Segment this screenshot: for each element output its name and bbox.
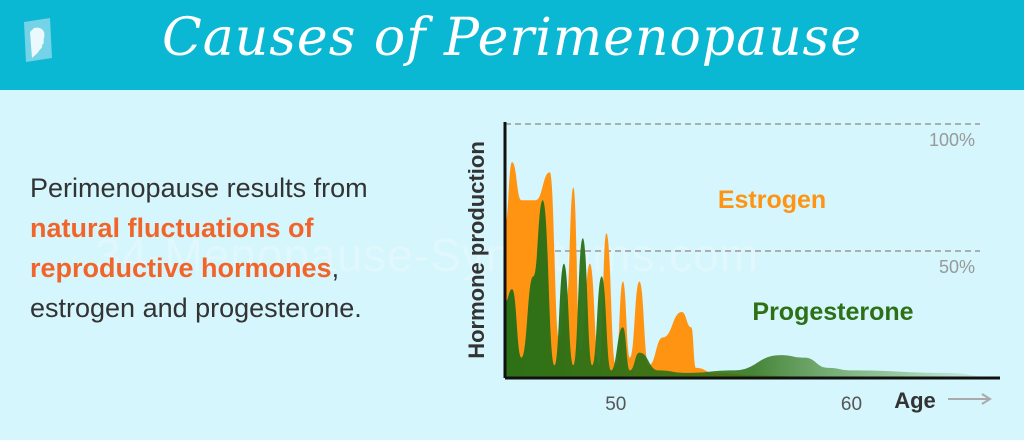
- reference-label-100: 100%: [929, 130, 975, 150]
- series-area-progesterone: [505, 200, 1000, 378]
- x-tick-label-50: 50: [605, 394, 626, 415]
- arrow-right-icon: [948, 393, 992, 405]
- description-highlight-line-1: natural fluctuations of: [30, 213, 314, 243]
- series-labels: Estrogen Progesterone: [718, 186, 914, 326]
- x-tick-labels: 50 60: [605, 394, 862, 415]
- reference-lines: 100% 50%: [505, 123, 980, 277]
- header-banner: Causes of Perimenopause: [0, 0, 1024, 90]
- y-axis-label: Hormone production: [464, 141, 489, 359]
- description-comma: ,: [331, 253, 340, 283]
- woman-profile-icon: [24, 18, 52, 62]
- description-highlight-line-2: reproductive hormones: [30, 253, 332, 283]
- series-area-estrogen: [505, 162, 1000, 378]
- description-text: Perimenopause results from natural fluct…: [30, 168, 460, 328]
- page-title: Causes of Perimenopause: [161, 8, 863, 68]
- reference-label-50: 50%: [939, 257, 975, 277]
- watermark-text: 34-Menopause-Symptoms.com: [95, 229, 760, 281]
- x-axis-label: Age: [894, 388, 936, 413]
- x-tick-label-60: 60: [841, 394, 862, 415]
- series-label-estrogen: Estrogen: [718, 186, 826, 214]
- description-line-4: estrogen and progesterone.: [30, 293, 362, 323]
- description-line-1: Perimenopause results from: [30, 173, 368, 203]
- series-layer: [505, 162, 1000, 378]
- series-label-progesterone: Progesterone: [752, 298, 913, 326]
